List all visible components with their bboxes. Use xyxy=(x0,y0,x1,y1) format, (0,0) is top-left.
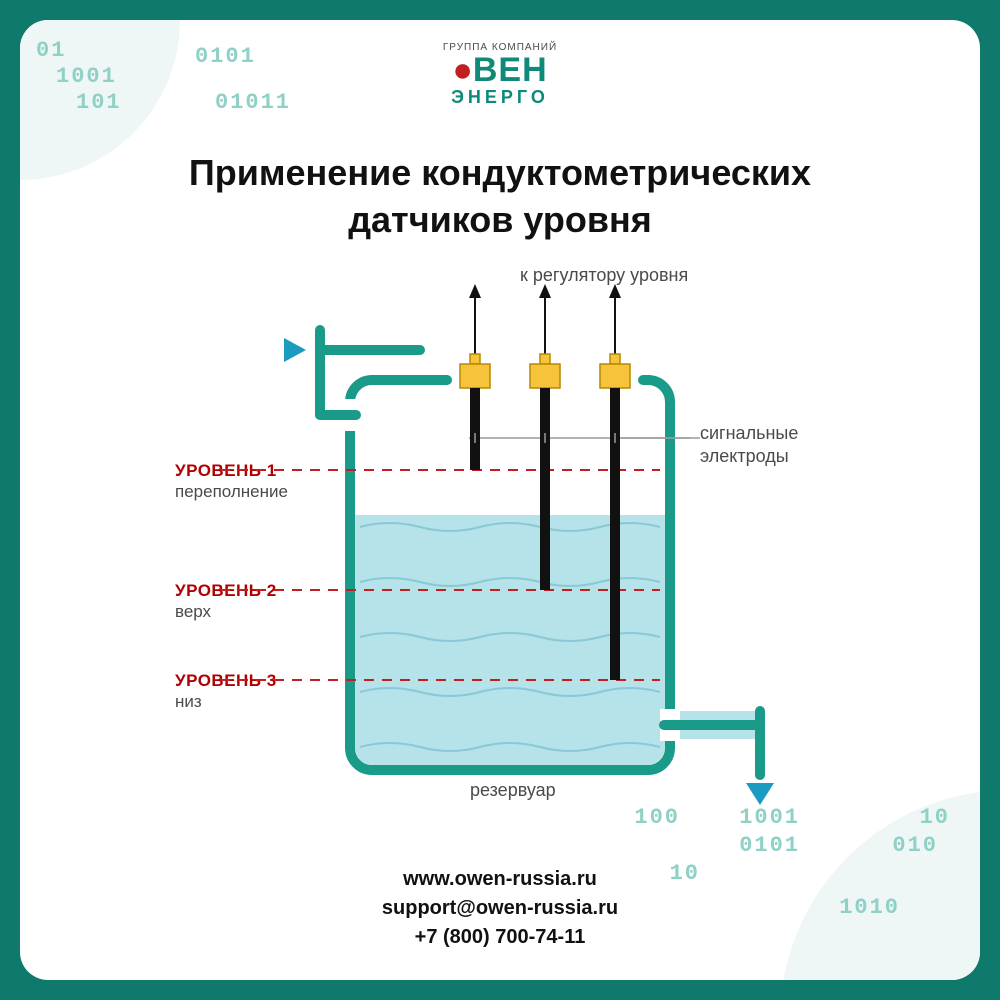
binary-deco: 010 xyxy=(892,833,938,858)
binary-deco: 0101 xyxy=(739,833,800,858)
content-card: 01 1001 101 0101 01011 100 1001 10 0101 … xyxy=(20,20,980,980)
page-title: Применение кондуктометрических датчиков … xyxy=(20,150,980,244)
logo-main-text: ●ВЕН xyxy=(20,53,980,87)
diagram-area: УРОВЕНЬ 1 переполнение УРОВЕНЬ 2 верх УР… xyxy=(20,270,980,820)
title-line2: датчиков уровня xyxy=(20,197,980,244)
contact-www: www.owen-russia.ru xyxy=(20,865,980,894)
contact-email: support@owen-russia.ru xyxy=(20,894,980,923)
logo: ГРУППА КОМПАНИЙ ●ВЕН ЭНЕРГО xyxy=(20,42,980,108)
logo-sub-text: ЭНЕРГО xyxy=(20,87,980,108)
tank-diagram-svg xyxy=(20,270,980,830)
contact-phone: +7 (800) 700-74-11 xyxy=(20,923,980,952)
title-line1: Применение кондуктометрических xyxy=(20,150,980,197)
contact-block: www.owen-russia.ru support@owen-russia.r… xyxy=(20,865,980,952)
